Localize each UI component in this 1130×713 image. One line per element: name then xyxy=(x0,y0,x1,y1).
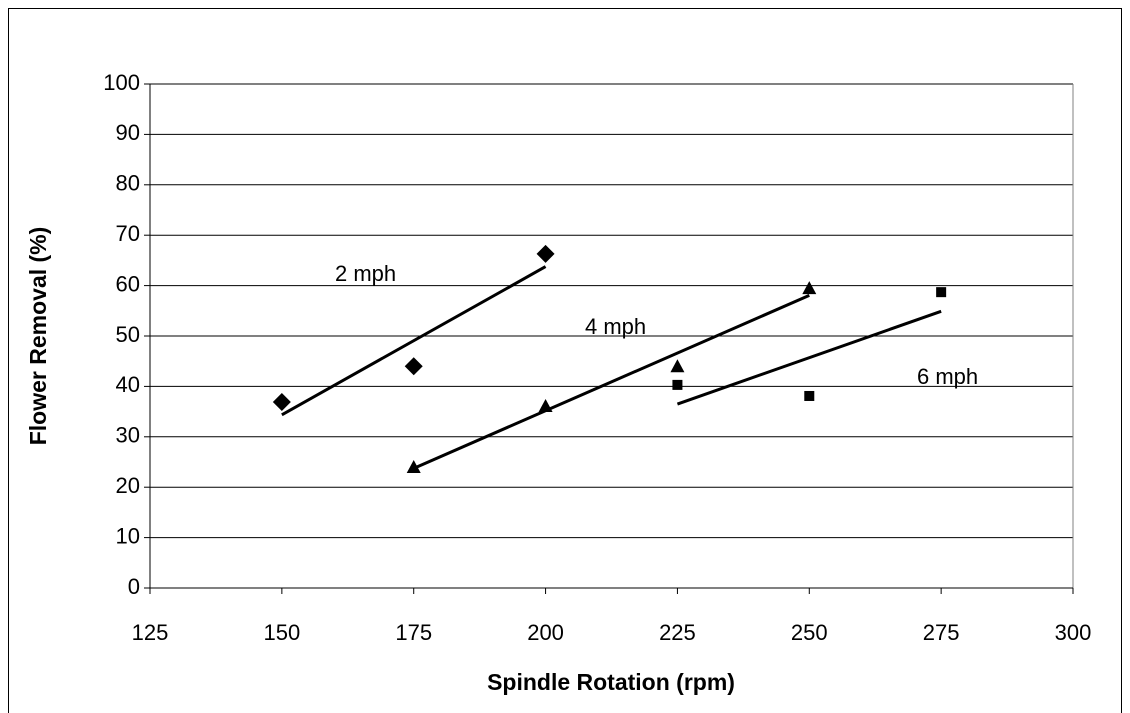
x-axis-title: Spindle Rotation (rpm) xyxy=(487,669,735,695)
x-tick-label: 175 xyxy=(395,620,432,645)
y-tick-label: 20 xyxy=(116,473,140,498)
marker xyxy=(936,287,947,298)
x-tick-label: 275 xyxy=(923,620,960,645)
series-label: 4 mph xyxy=(585,314,646,339)
trendline xyxy=(281,265,547,417)
x-tick-label: 125 xyxy=(132,620,169,645)
series-label: 2 mph xyxy=(335,261,396,286)
x-tick-label: 300 xyxy=(1055,620,1092,645)
marker xyxy=(802,281,817,295)
x-tick-label: 200 xyxy=(527,620,564,645)
chart-frame xyxy=(8,8,1122,713)
marker xyxy=(804,390,815,401)
y-tick-label: 80 xyxy=(116,171,140,196)
y-tick-label: 100 xyxy=(103,70,140,95)
y-tick-label: 60 xyxy=(116,271,140,296)
marker xyxy=(272,393,291,412)
trendline xyxy=(676,309,942,406)
y-tick-label: 0 xyxy=(128,574,140,599)
y-tick-label: 30 xyxy=(116,423,140,448)
series-label: 6 mph xyxy=(917,364,978,389)
marker xyxy=(538,399,553,413)
x-tick-label: 225 xyxy=(659,620,696,645)
x-tick-label: 150 xyxy=(263,620,300,645)
trendline xyxy=(413,294,810,470)
y-tick-label: 40 xyxy=(116,372,140,397)
marker xyxy=(670,359,685,373)
y-tick-label: 70 xyxy=(116,221,140,246)
marker xyxy=(536,244,555,263)
marker xyxy=(672,379,683,390)
marker xyxy=(406,460,421,474)
y-tick-label: 10 xyxy=(116,523,140,548)
y-tick-label: 90 xyxy=(116,120,140,145)
y-tick-label: 50 xyxy=(116,322,140,347)
x-tick-label: 250 xyxy=(791,620,828,645)
marker xyxy=(404,357,423,376)
y-axis-title: Flower Removal (%) xyxy=(25,227,51,446)
